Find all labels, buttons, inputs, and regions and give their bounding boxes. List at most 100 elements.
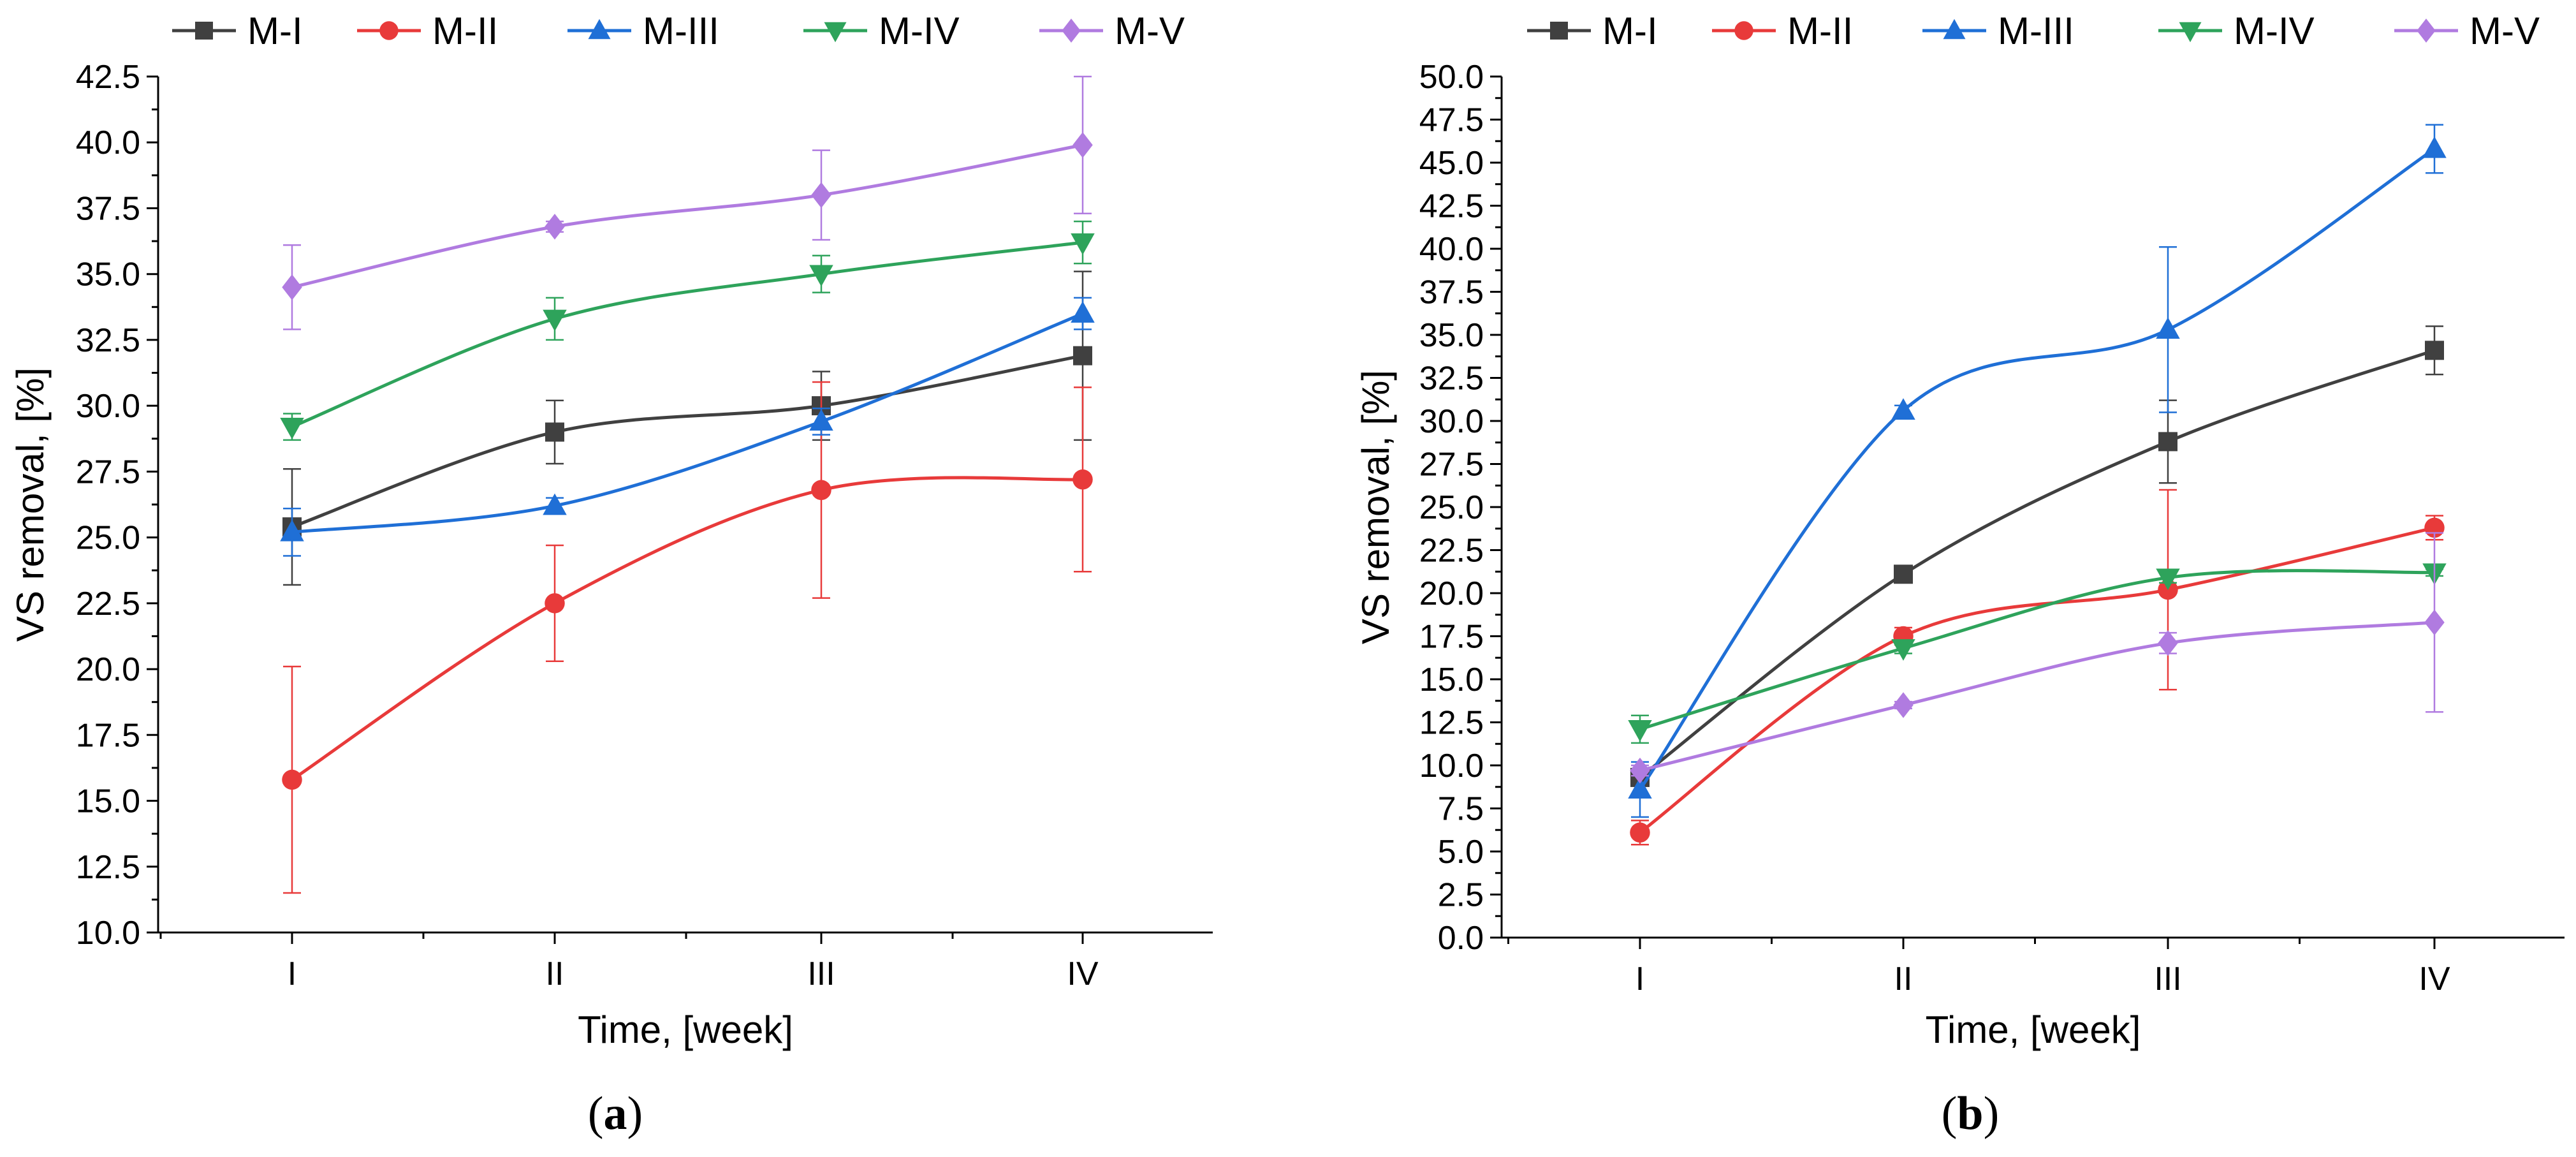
series-line bbox=[1639, 348, 2435, 779]
data-point bbox=[2424, 609, 2445, 636]
y-tick-label: 22.5 bbox=[1419, 533, 1484, 570]
legend-item-m-ii: M-II bbox=[1712, 10, 1853, 52]
legend-item-m-iv: M-IV bbox=[2158, 10, 2315, 52]
y-tick-label: 17.5 bbox=[1419, 619, 1484, 656]
series-m-ii bbox=[1630, 489, 2445, 846]
data-point bbox=[543, 493, 567, 515]
data-point bbox=[1073, 346, 1092, 365]
y-axis-title: VS removal, [%] bbox=[1354, 370, 1397, 644]
data-point bbox=[545, 593, 565, 614]
y-tick-label: 0.0 bbox=[1438, 920, 1484, 957]
legend: M-I M-II M-III M-IV M-V bbox=[1527, 10, 2540, 52]
panel-label-b: (b) bbox=[1942, 1087, 1999, 1140]
x-tick-label: II bbox=[1894, 961, 1913, 998]
data-point bbox=[2156, 568, 2180, 591]
x-axis-title: Time, [week] bbox=[1926, 1008, 2141, 1051]
y-tick-label: 32.5 bbox=[1419, 360, 1484, 397]
legend-label: M-IV bbox=[879, 10, 960, 52]
x-tick-label: III bbox=[2154, 961, 2181, 998]
y-tick-label: 10.0 bbox=[1419, 748, 1484, 785]
series-m-iv bbox=[280, 220, 1095, 441]
data-point bbox=[1072, 469, 1093, 490]
y-tick-label: 20.0 bbox=[76, 651, 140, 688]
data-point bbox=[280, 417, 304, 439]
x-tick-label: I bbox=[288, 955, 296, 992]
y-tick-label: 10.0 bbox=[76, 915, 140, 952]
y-tick-label: 15.0 bbox=[76, 783, 140, 820]
data-point bbox=[1071, 301, 1095, 323]
legend-marker bbox=[1062, 18, 1081, 43]
legend-item-m-i: M-I bbox=[172, 10, 303, 52]
data-point bbox=[811, 182, 831, 209]
series-line bbox=[291, 476, 1083, 781]
legend-marker bbox=[588, 18, 611, 40]
data-point bbox=[282, 274, 302, 300]
y-tick-label: 40.0 bbox=[76, 124, 140, 161]
legend-label: M-I bbox=[247, 10, 303, 52]
y-tick-label: 42.5 bbox=[1419, 188, 1484, 225]
legend-marker bbox=[1550, 22, 1568, 40]
legend-label: M-III bbox=[643, 10, 719, 52]
y-tick-label: 45.0 bbox=[1419, 145, 1484, 182]
y-tick-label: 37.5 bbox=[1419, 274, 1484, 311]
data-point bbox=[545, 214, 565, 240]
data-point bbox=[811, 480, 831, 501]
legend-item-m-iii: M-III bbox=[567, 10, 719, 52]
data-point bbox=[1628, 720, 1652, 742]
legend-item-m-v: M-V bbox=[2394, 10, 2540, 52]
legend-label: M-V bbox=[2470, 10, 2540, 52]
legend-marker bbox=[2179, 22, 2202, 43]
series-m-iii bbox=[280, 297, 1095, 557]
legend-marker bbox=[824, 22, 847, 43]
series-line bbox=[1639, 569, 2435, 731]
series-m-v bbox=[282, 75, 1093, 330]
legend-item-m-i: M-I bbox=[1527, 10, 1658, 52]
legend-label: M-I bbox=[1602, 10, 1658, 52]
x-tick-label: IV bbox=[2419, 961, 2450, 998]
x-tick-label: II bbox=[546, 955, 564, 992]
data-point bbox=[1893, 692, 1914, 718]
data-point bbox=[1891, 639, 1915, 661]
chart-panel-b: 0.0 2.5 5.0 7.5 10.0 12.5 15.0 17.5 20.0 22.5 25.0… bbox=[1354, 10, 2565, 1051]
data-point bbox=[2425, 341, 2444, 360]
legend-label: M-II bbox=[432, 10, 498, 52]
data-point bbox=[2156, 317, 2180, 339]
data-point bbox=[1071, 233, 1095, 255]
legend-item-m-iii: M-III bbox=[1922, 10, 2074, 52]
data-point bbox=[809, 409, 833, 431]
legend-item-m-iv: M-IV bbox=[803, 10, 960, 52]
y-tick-label: 42.5 bbox=[76, 59, 140, 96]
y-tick-label: 25.0 bbox=[1419, 489, 1484, 526]
chart-panel-a: 10.0 12.5 15.0 17.5 20.0 22.5 25.0 27.5 30.0 32.5… bbox=[9, 10, 1213, 1051]
series-line bbox=[291, 354, 1083, 529]
data-point bbox=[545, 422, 564, 442]
series-m-v bbox=[1630, 532, 2445, 784]
y-tick-label: 37.5 bbox=[76, 190, 140, 227]
series-line bbox=[1639, 621, 2435, 772]
x-axis-title: Time, [week] bbox=[578, 1008, 793, 1051]
data-point bbox=[1630, 822, 1650, 843]
y-tick-label: 27.5 bbox=[1419, 446, 1484, 483]
y-tick-label: 27.5 bbox=[76, 453, 140, 490]
legend-marker bbox=[379, 21, 399, 40]
panel-label-a: (a) bbox=[588, 1087, 643, 1140]
y-tick-label: 35.0 bbox=[76, 256, 140, 293]
y-tick-label: 7.5 bbox=[1438, 791, 1484, 828]
data-point bbox=[1628, 777, 1652, 799]
data-point bbox=[2422, 136, 2447, 158]
series-m-iii bbox=[1628, 124, 2447, 818]
legend-label: M-IV bbox=[2234, 10, 2315, 52]
legend-marker bbox=[1943, 18, 1966, 40]
y-tick-label: 12.5 bbox=[1419, 705, 1484, 742]
data-point bbox=[2158, 630, 2178, 656]
data-point bbox=[282, 769, 302, 790]
legend-item-m-v: M-V bbox=[1039, 10, 1185, 52]
legend-label: M-II bbox=[1787, 10, 1853, 52]
data-point bbox=[2158, 432, 2177, 452]
legend-label: M-III bbox=[1998, 10, 2074, 52]
y-tick-label: 30.0 bbox=[1419, 403, 1484, 440]
y-tick-label: 50.0 bbox=[1419, 59, 1484, 96]
y-tick-label: 32.5 bbox=[76, 322, 140, 359]
legend-label: M-V bbox=[1115, 10, 1185, 52]
